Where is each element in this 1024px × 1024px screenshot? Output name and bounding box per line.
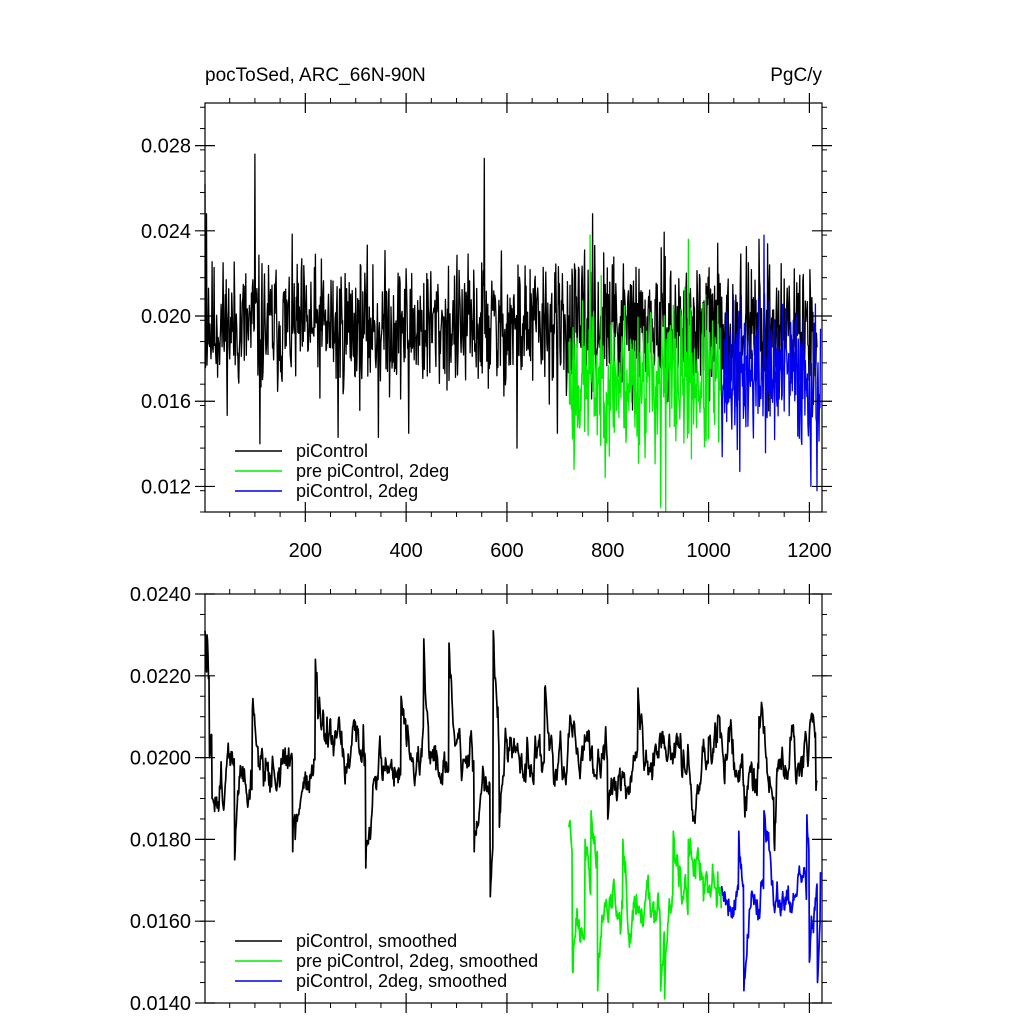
x-tick-label: 1000 (686, 540, 731, 562)
y-tick-label: 0.0180 (130, 829, 191, 851)
top-panel: pocToSed, ARC_66N-90N PgC/y 0.0120.0160.… (141, 65, 832, 562)
y-tick-label: 0.0160 (130, 911, 191, 933)
legend-label-piControl-smoothed: piControl, smoothed (296, 931, 457, 951)
title-right-units: PgC/y (770, 65, 822, 86)
y-tick-label: 0.0240 (130, 584, 191, 606)
top-plot-area: 0.012 0.016 0.020 0.024 0.028 200 400 600 800 100… (141, 93, 832, 562)
y-tick-label: 0.0140 (130, 993, 191, 1015)
top-legend: piControl pre piControl, 2deg piControl,… (235, 441, 449, 501)
legend-label-piControl: piControl (296, 441, 368, 461)
y-tick-label: 0.024 (141, 221, 191, 243)
legend-label-pre-piControl-2deg: pre piControl, 2deg (296, 461, 449, 481)
bottom-panel: 0.0140 0.0160 0.0180 0.0200 0.0220 0.0240 piC… (130, 584, 832, 1015)
y-tick-label: 0.028 (141, 136, 191, 158)
title-left: pocToSed, ARC_66N-90N (205, 65, 426, 86)
x-tick-label: 600 (490, 540, 523, 562)
y-tick-label: 0.020 (141, 306, 191, 328)
series-line-2 (720, 809, 822, 992)
bottom-legend: piControl, smoothed pre piControl, 2deg,… (235, 931, 538, 991)
y-tick-label: 0.0200 (130, 748, 191, 770)
series-line-1 (568, 809, 723, 1000)
series-line-1 (568, 234, 722, 513)
y-tick-label: 0.012 (141, 476, 191, 498)
bottom-plot-area: 0.0140 0.0160 0.0180 0.0200 0.0220 0.0240 (130, 584, 832, 1015)
legend-label-pre-piControl-2deg-smoothed: pre piControl, 2deg, smoothed (296, 951, 538, 971)
legend-label-piControl-2deg-smoothed: piControl, 2deg, smoothed (296, 971, 507, 991)
series-line-0 (204, 629, 818, 898)
legend-label-piControl-2deg: piControl, 2deg (296, 481, 418, 501)
x-tick-label: 1200 (787, 540, 832, 562)
x-tick-label: 400 (389, 540, 422, 562)
series-line-2 (720, 234, 822, 492)
plot-frame (204, 102, 823, 513)
x-tick-label: 200 (289, 540, 322, 562)
x-tick-label: 800 (591, 540, 624, 562)
y-tick-label: 0.0220 (130, 666, 191, 688)
y-tick-label: 0.016 (141, 391, 191, 413)
